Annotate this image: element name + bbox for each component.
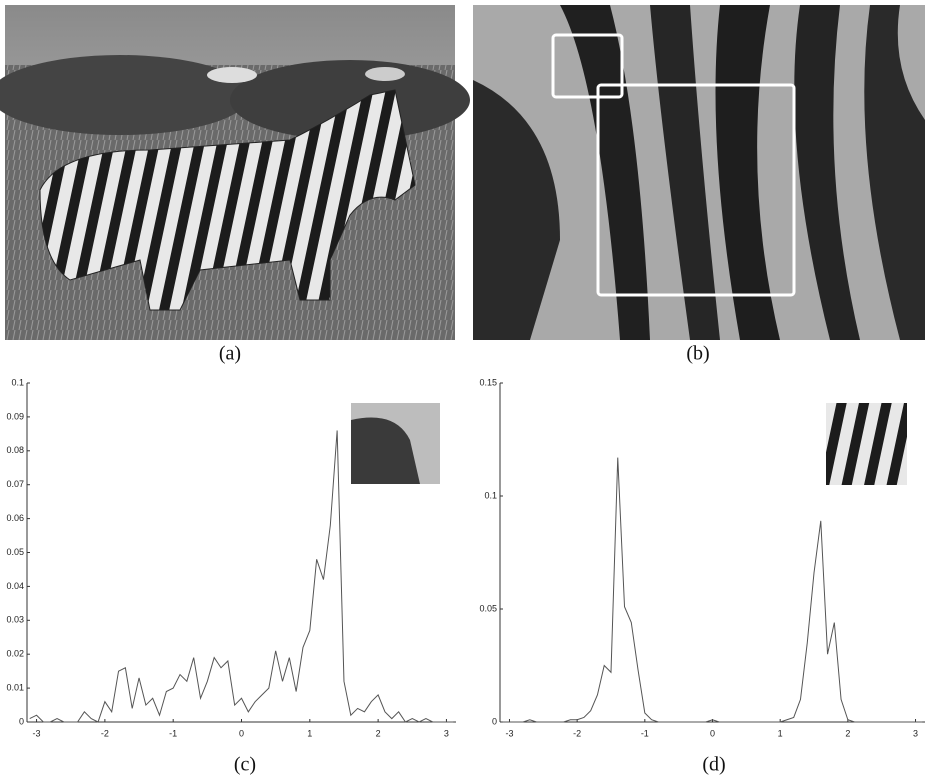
y-tick-label: 0.02	[6, 649, 24, 659]
y-tick-label: 0.05	[6, 547, 24, 557]
y-tick-label: 0.07	[6, 479, 24, 489]
y-tick-label: 0.03	[6, 615, 24, 625]
photo-closeup	[473, 5, 925, 340]
x-tick-label: -2	[573, 728, 581, 738]
x-tick-label: -3	[505, 728, 513, 738]
y-tick-label: 0.1	[484, 490, 497, 500]
y-tick-label: 0.04	[6, 581, 24, 591]
x-tick-label: 2	[376, 728, 381, 738]
inset-stripes	[826, 403, 907, 485]
y-tick-label: 0.15	[479, 377, 497, 387]
y-tick-label: 0.09	[6, 411, 24, 421]
x-tick-label: 1	[778, 728, 783, 738]
x-tick-label: 3	[444, 728, 449, 738]
x-tick-label: 2	[845, 728, 850, 738]
y-tick-label: 0.1	[11, 377, 24, 387]
caption: (a)	[219, 343, 241, 365]
caption: (b)	[686, 343, 709, 365]
x-tick-label: -1	[641, 728, 649, 738]
y-tick-label: 0.06	[6, 513, 24, 523]
x-tick-label: 0	[239, 728, 244, 738]
x-tick-label: 1	[307, 728, 312, 738]
y-tick-label: 0	[19, 716, 24, 726]
inset-edge	[351, 403, 440, 484]
caption: (d)	[702, 754, 725, 776]
x-tick-label: -1	[169, 728, 177, 738]
x-tick-label: 0	[710, 728, 715, 738]
data-line	[502, 457, 923, 723]
x-tick-label: -3	[33, 728, 41, 738]
x-tick-label: 3	[913, 728, 918, 738]
data-line	[29, 430, 454, 723]
y-tick-label: 0.08	[6, 445, 24, 455]
y-tick-label: 0	[492, 716, 497, 726]
y-tick-label: 0.01	[6, 682, 24, 692]
caption: (c)	[234, 754, 256, 776]
x-tick-label: -2	[101, 728, 109, 738]
photo-zebra	[0, 5, 470, 340]
y-tick-label: 0.05	[479, 603, 497, 613]
